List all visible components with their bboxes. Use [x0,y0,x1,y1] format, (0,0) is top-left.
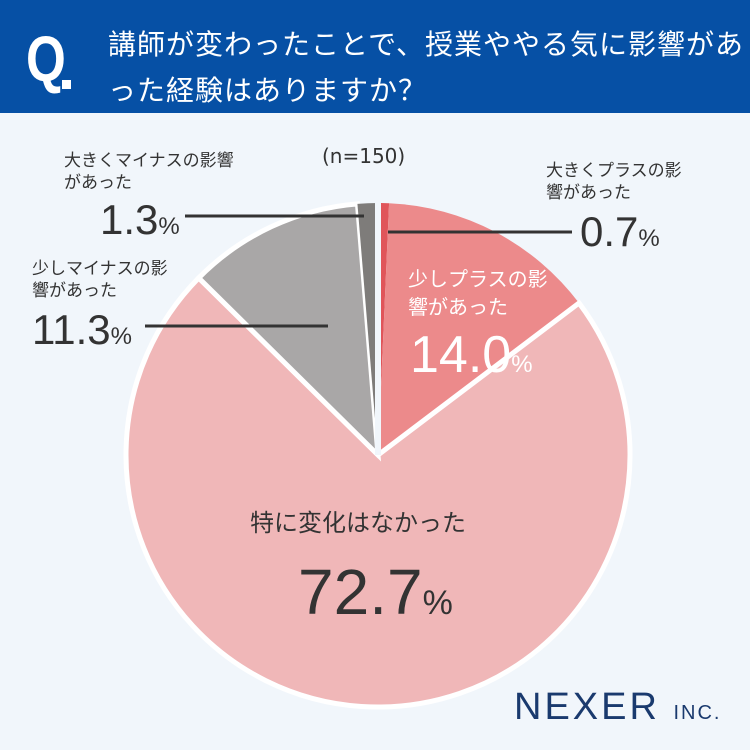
q-dot [62,80,71,89]
slice-small-minus [195,201,382,462]
value-big-plus: 0.7% [580,208,660,255]
sample-size: (n=150) [322,144,406,168]
value-no-change: 72.7% [298,556,453,628]
value-small-minus: 11.3% [32,306,132,353]
label-small-plus: 少しプラスの影響があった [408,267,548,319]
label-big-minus: 大きくマイナスの影響があった [64,151,234,193]
slice-big-minus [357,203,378,455]
label-big-plus: 大きくプラスの影響があった [546,161,682,203]
nexer-logo: NEXER INC. [514,686,722,728]
label-no-change: 特に変化はなかった [250,509,466,537]
slice-no-change [123,274,633,710]
value-big-minus: 1.3% [100,196,180,243]
label-small-minus: 少しマイナスの影響があった [32,259,168,301]
q-mark: Q [26,23,66,95]
value-small-plus: 14.0% [410,326,533,384]
slice-small-plus [378,203,580,455]
question-title: 講師が変わったことで、授業ややる気に影響があった経験はありますか？ [108,28,745,107]
question-header: Q 講師が変わったことで、授業ややる気に影響があった経験はありますか？ [0,0,750,113]
